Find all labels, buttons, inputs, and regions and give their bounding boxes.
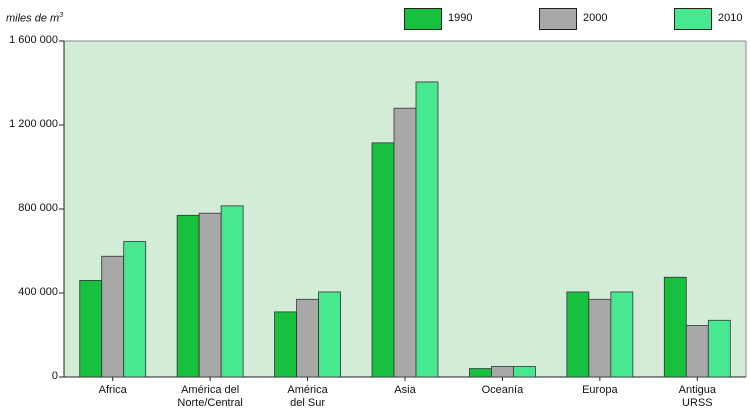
bar-1990 (469, 368, 492, 378)
legend-swatch-1990 (404, 8, 442, 30)
y-axis-unit-label: miles de m3 (6, 12, 63, 25)
y-tick-label: 1 200 000 (9, 118, 58, 130)
legend-swatch-2000 (539, 8, 577, 30)
bar-2010 (513, 366, 536, 378)
legend-label-2000: 2000 (583, 12, 608, 24)
y-tick-label: 400 000 (18, 286, 58, 298)
y-tick-label: 800 000 (18, 202, 58, 214)
x-tick-label: Antigua URSS (678, 384, 716, 409)
bar-1990 (176, 214, 200, 378)
y-tick-label: 1 600 000 (9, 34, 58, 46)
bar-1990 (79, 279, 103, 378)
bar-2010 (123, 241, 147, 378)
bar-2000 (101, 255, 125, 378)
bar-2010 (318, 291, 341, 378)
bar-2000 (198, 212, 222, 378)
legend-swatch-2010 (674, 8, 712, 30)
bar-2010 (610, 291, 634, 378)
bar-1990 (663, 276, 687, 378)
x-tick-label: Oceanía (481, 384, 524, 396)
x-tick-label: Asia (394, 384, 416, 396)
bar-2000 (491, 366, 514, 378)
bar-2010 (707, 319, 731, 378)
y-axis-unit-superscript: 3 (59, 12, 64, 19)
legend: 1990 2000 2010 (0, 8, 750, 32)
x-tick-label: América del Sur (287, 384, 328, 409)
bar-1990 (371, 142, 395, 378)
bar-2000 (393, 107, 417, 378)
bar-2000 (685, 325, 709, 378)
bar-2000 (296, 298, 319, 378)
x-tick-label: América del Norte/Central (177, 384, 243, 409)
bar-2000 (588, 298, 612, 378)
legend-label-2010: 2010 (718, 12, 743, 24)
bar-1990 (274, 311, 297, 378)
y-tick-label: 0 (51, 370, 58, 382)
bar-1990 (566, 291, 590, 378)
bar-2010 (220, 205, 244, 378)
bar-2010 (415, 81, 439, 378)
x-tick-label: Africa (98, 384, 127, 396)
legend-label-1990: 1990 (448, 12, 473, 24)
y-axis-unit-text: miles de m (6, 12, 60, 25)
x-tick-label: Europa (582, 384, 618, 396)
